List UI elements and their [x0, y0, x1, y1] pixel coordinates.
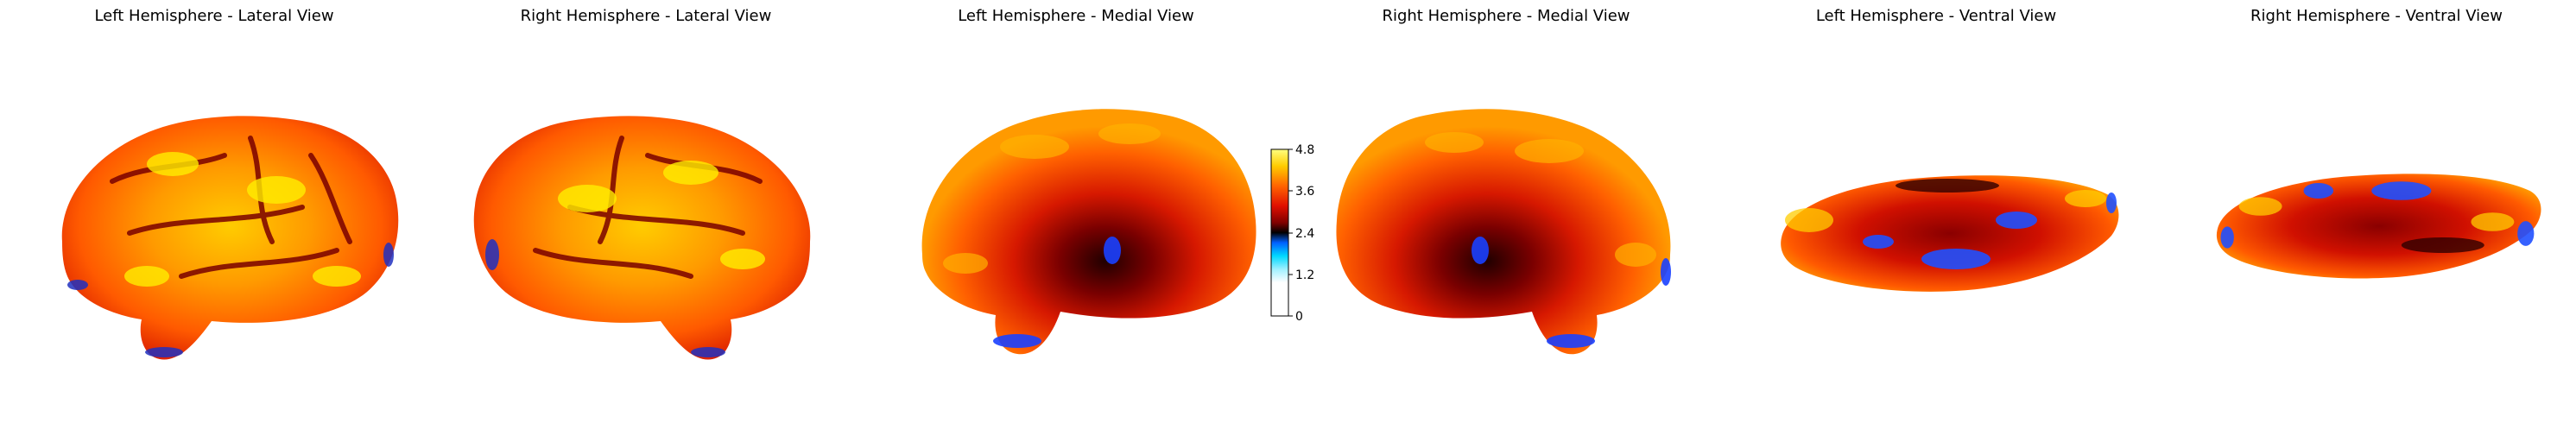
- brain-left-lateral: [61, 116, 399, 360]
- panel-title-left-medial: Left Hemisphere - Medial View: [958, 7, 1194, 25]
- panel-title-right-medial: Right Hemisphere - Medial View: [1382, 7, 1630, 25]
- brain-right-medial: [1336, 109, 1671, 355]
- colorbar-gradient: [1270, 148, 1289, 317]
- panel-title-left-lateral: Left Hemisphere - Lateral View: [94, 7, 333, 25]
- panel-title-right-ventral: Right Hemisphere - Ventral View: [2250, 7, 2503, 25]
- colorbar-tick-label: 0: [1295, 310, 1303, 324]
- brain-right-lateral: [473, 116, 811, 360]
- colorbar-tick-label: 2.4: [1295, 227, 1314, 241]
- colorbar-tick-label: 1.2: [1295, 268, 1314, 282]
- brain-left-ventral: [1781, 175, 2119, 292]
- colorbar-tick-label: 4.8: [1295, 143, 1314, 157]
- colorbar-tick-label: 3.6: [1295, 185, 1314, 199]
- colorbar: 4.8 3.6 2.4 1.2 0: [1270, 143, 1314, 324]
- panel-title-right-lateral: Right Hemisphere - Lateral View: [521, 7, 772, 25]
- brain-right-ventral: [2216, 174, 2541, 279]
- brain-left-medial: [921, 109, 1256, 355]
- panel-title-left-ventral: Left Hemisphere - Ventral View: [1816, 7, 2056, 25]
